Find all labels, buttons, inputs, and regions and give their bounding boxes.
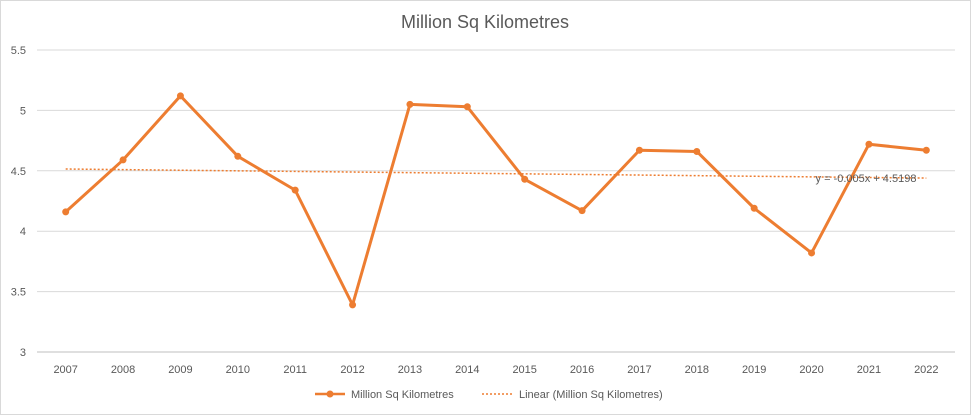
gridlines [37,49,955,353]
legend: Million Sq Kilometres Linear (Million Sq… [315,389,663,401]
x-tick-label: 2019 [742,364,766,376]
legend-series-label: Million Sq Kilometres [351,389,454,401]
y-tick-label: 3.5 [11,287,26,299]
chart-title: Million Sq Kilometres [401,12,569,32]
data-point[interactable] [62,208,70,216]
x-tick-label: 2014 [455,364,479,376]
legend-series-marker-icon [326,390,334,398]
x-tick-label: 2011 [283,364,307,376]
x-tick-label: 2009 [168,364,192,376]
x-tick-label: 2007 [53,364,77,376]
data-point[interactable] [521,175,529,183]
data-point[interactable] [635,146,643,154]
legend-trendline-label: Linear (Million Sq Kilometres) [519,389,663,401]
data-point[interactable] [922,146,930,154]
x-tick-label: 2020 [799,364,823,376]
x-tick-label: 2016 [570,364,594,376]
x-tick-label: 2012 [340,364,364,376]
x-tick-label: 2008 [111,364,135,376]
x-tick-label: 2018 [685,364,709,376]
data-point[interactable] [234,152,242,160]
y-tick-label: 3 [20,347,26,359]
data-point[interactable] [406,100,414,108]
x-tick-label: 2017 [627,364,651,376]
data-point[interactable] [578,207,586,215]
data-point[interactable] [176,92,184,100]
legend-item-series[interactable]: Million Sq Kilometres [315,389,454,401]
series-line [64,94,927,307]
y-tick-label: 4 [20,226,26,238]
trendline-equation: y = -0.005x + 4.5198 [816,173,917,185]
data-point[interactable] [349,301,357,309]
data-point[interactable] [463,103,471,111]
data-point[interactable] [808,249,816,257]
y-tick-label: 5.5 [11,45,26,57]
data-point[interactable] [865,140,873,148]
y-tick-label: 5 [20,105,26,117]
data-point[interactable] [119,156,127,164]
y-tick-label: 4.5 [11,166,26,178]
y-axis-ticks: 3 3.5 4 4.5 5 5.5 [11,45,26,359]
data-point[interactable] [750,204,758,212]
trendline [65,168,927,179]
x-tick-label: 2013 [398,364,422,376]
legend-item-trendline[interactable]: Linear (Million Sq Kilometres) [482,389,663,401]
trendline-layer [65,168,927,179]
x-tick-label: 2010 [226,364,250,376]
x-axis-ticks: 2007 2008 2009 2010 2011 2012 2013 2014 2015 2016… [53,364,938,376]
x-tick-label: 2022 [914,364,938,376]
data-point[interactable] [291,186,299,194]
data-point[interactable] [693,147,701,155]
x-tick-label: 2021 [857,364,881,376]
x-tick-label: 2015 [512,364,536,376]
series-layer [62,92,930,309]
